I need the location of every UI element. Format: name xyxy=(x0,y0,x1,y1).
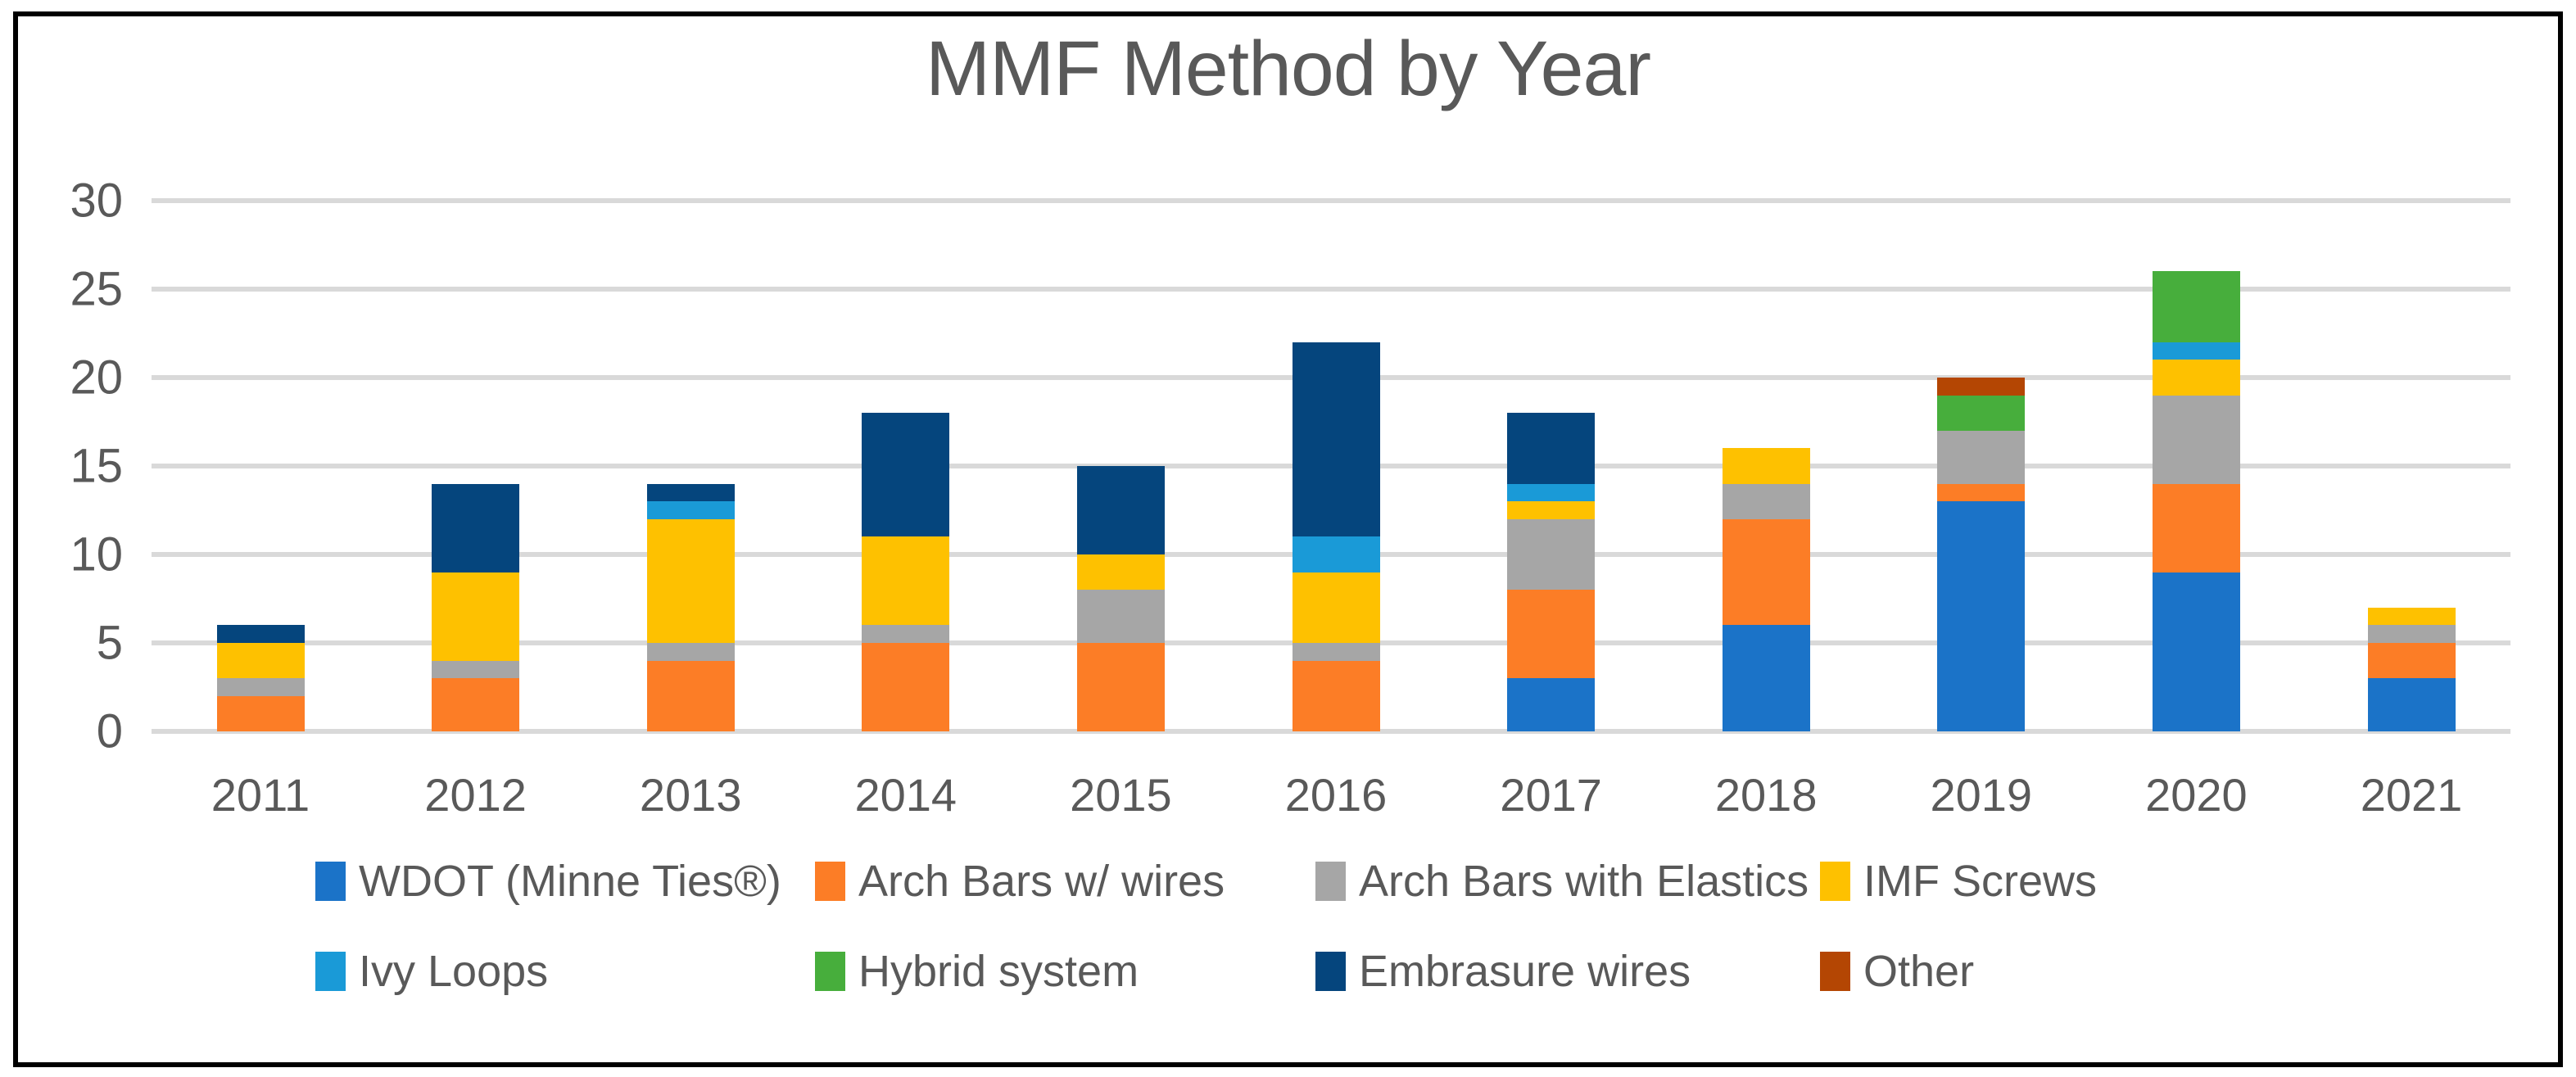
x-axis-tick-label: 2019 xyxy=(1930,769,2033,821)
x-axis-tick-label: 2013 xyxy=(639,769,742,821)
bar-segment xyxy=(1937,395,2026,431)
bar-segment xyxy=(2152,395,2240,484)
chart-border xyxy=(13,11,2563,1067)
bar-segment xyxy=(1507,590,1596,679)
bar-segment xyxy=(2367,607,2456,626)
x-axis-tick-label: 2014 xyxy=(854,769,958,821)
legend-swatch-icon xyxy=(815,862,845,901)
x-axis-tick-label: 2012 xyxy=(424,769,527,821)
chart-title: MMF Method by Year xyxy=(926,25,1651,112)
x-axis-tick-label: 2020 xyxy=(2145,769,2248,821)
x-axis-tick-label: 2021 xyxy=(2360,769,2463,821)
legend-swatch-icon xyxy=(315,862,346,901)
legend-label: Hybrid system xyxy=(858,947,1139,996)
y-axis-tick-label: 0 xyxy=(96,704,123,758)
legend-swatch-icon xyxy=(1820,862,1850,901)
bar-segment xyxy=(1076,590,1165,643)
bar-segment xyxy=(2152,483,2240,572)
bar-segment xyxy=(1507,483,1596,502)
y-axis-tick-label: 20 xyxy=(70,351,123,405)
legend-item: Arch Bars w/ wires xyxy=(815,857,1225,906)
y-axis-tick-label: 30 xyxy=(70,174,123,228)
bar-segment xyxy=(646,643,735,661)
legend-label: IMF Screws xyxy=(1863,857,2098,906)
bar-segment xyxy=(1937,430,2026,484)
bar-segment xyxy=(2152,572,2240,731)
legend-label: Ivy Loops xyxy=(359,947,549,996)
bar-segment xyxy=(2152,360,2240,396)
bar-segment xyxy=(1507,501,1596,519)
legend-item: IMF Screws xyxy=(1820,857,2097,906)
bar-segment xyxy=(2152,342,2240,360)
legend-swatch-icon xyxy=(1315,952,1346,991)
bar-segment xyxy=(1292,660,1380,731)
bar-segment xyxy=(216,643,305,679)
x-axis-tick-label: 2016 xyxy=(1284,769,1388,821)
legend-label: Arch Bars with Elastics xyxy=(1359,857,1809,906)
bar-segment xyxy=(1507,678,1596,731)
y-axis-tick-label: 5 xyxy=(96,616,123,670)
bar-segment xyxy=(862,625,950,643)
bar-segment xyxy=(1937,378,2026,396)
bar-segment xyxy=(646,518,735,643)
gridline-y0 xyxy=(152,729,2510,734)
bar-segment xyxy=(646,501,735,519)
bar-segment xyxy=(1292,536,1380,572)
bar-segment xyxy=(1292,342,1380,537)
x-axis-tick-label: 2011 xyxy=(211,769,310,821)
legend-item: WDOT (Minne Ties®) xyxy=(315,857,781,906)
gridline-y30 xyxy=(152,198,2510,203)
bar-segment xyxy=(1076,554,1165,591)
bar-segment xyxy=(216,695,305,731)
bar-segment xyxy=(1507,413,1596,484)
bar-segment xyxy=(646,483,735,502)
gridline-y25 xyxy=(152,287,2510,292)
bar-segment xyxy=(1076,643,1165,731)
bar-segment xyxy=(2367,678,2456,731)
bar-segment xyxy=(2367,625,2456,643)
legend-label: WDOT (Minne Ties®) xyxy=(359,857,781,906)
bar-segment xyxy=(646,660,735,731)
legend-item: Embrasure wires xyxy=(1315,947,1691,996)
x-axis-tick-label: 2017 xyxy=(1500,769,1602,821)
legend-label: Embrasure wires xyxy=(1359,947,1691,996)
bar-segment xyxy=(1722,483,1810,519)
bar-segment xyxy=(862,413,950,537)
bar-segment xyxy=(432,660,520,679)
legend-label: Arch Bars w/ wires xyxy=(858,857,1225,906)
bar-segment xyxy=(1292,572,1380,643)
bar-segment xyxy=(1722,518,1810,626)
bar-segment xyxy=(862,536,950,626)
bar-segment xyxy=(1722,625,1810,731)
legend-item: Ivy Loops xyxy=(315,947,548,996)
y-axis-tick-label: 25 xyxy=(70,262,123,316)
legend-swatch-icon xyxy=(1820,952,1850,991)
legend-item: Hybrid system xyxy=(815,947,1139,996)
y-axis-tick-label: 10 xyxy=(70,527,123,581)
bar-segment xyxy=(1722,448,1810,484)
bar-segment xyxy=(2152,271,2240,342)
y-axis-tick-label: 15 xyxy=(70,439,123,493)
bar-segment xyxy=(862,643,950,731)
bar-segment xyxy=(432,572,520,661)
bar-segment xyxy=(2367,643,2456,679)
legend-item: Other xyxy=(1820,947,1974,996)
bar-segment xyxy=(1937,501,2026,731)
legend-swatch-icon xyxy=(815,952,845,991)
bar-segment xyxy=(216,625,305,643)
legend-swatch-icon xyxy=(1315,862,1346,901)
x-axis-tick-label: 2015 xyxy=(1070,769,1172,821)
legend-label: Other xyxy=(1863,947,1975,996)
bar-segment xyxy=(1937,483,2026,502)
bar-segment xyxy=(1076,466,1165,554)
bar-segment xyxy=(432,678,520,731)
x-axis-tick-label: 2018 xyxy=(1714,769,1818,821)
bar-segment xyxy=(432,483,520,572)
legend-swatch-icon xyxy=(315,952,346,991)
bar-segment xyxy=(216,678,305,696)
legend-item: Arch Bars with Elastics xyxy=(1315,857,1809,906)
bar-segment xyxy=(1507,518,1596,591)
bar-segment xyxy=(1292,643,1380,661)
